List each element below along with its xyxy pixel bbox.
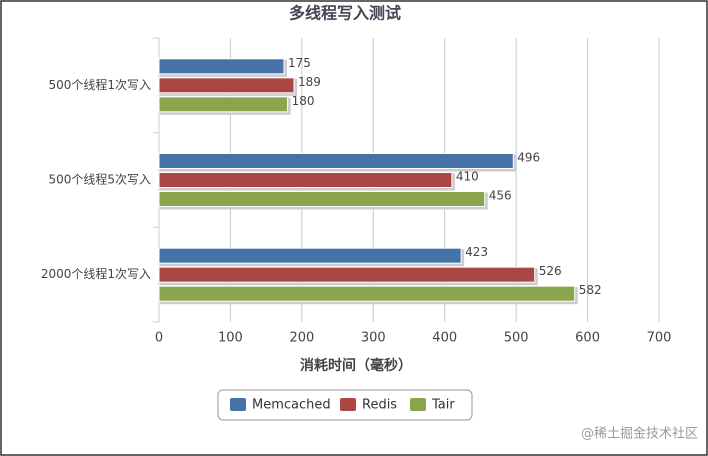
x-tick-label: 400 <box>432 331 457 346</box>
value-label: 423 <box>465 245 488 259</box>
x-tick-label: 700 <box>647 331 672 346</box>
watermark: @稀土掘金技术社区 <box>581 426 698 442</box>
y-tick-label: 2000个线程1次写入 <box>41 266 151 281</box>
value-label: 189 <box>298 75 321 89</box>
legend-label: Tair <box>431 398 455 413</box>
legend-swatch <box>410 398 426 411</box>
x-tick-label: 300 <box>361 331 386 346</box>
chart-title: 多线程写入测试 <box>289 4 401 23</box>
value-label: 410 <box>456 170 479 184</box>
value-label: 526 <box>539 264 562 278</box>
bar <box>158 191 486 207</box>
value-label: 175 <box>288 56 311 70</box>
x-tick-label: 0 <box>155 331 163 346</box>
bar <box>158 285 576 302</box>
value-label: 496 <box>517 151 540 165</box>
value-label: 456 <box>489 189 512 203</box>
legend-swatch <box>230 398 246 411</box>
x-tick-label: 600 <box>575 331 600 346</box>
bar <box>158 247 462 264</box>
legend-label: Redis <box>362 398 397 413</box>
value-label: 582 <box>579 283 602 297</box>
bar <box>158 96 289 113</box>
bar <box>158 266 536 283</box>
x-tick-label: 100 <box>218 331 243 346</box>
y-tick-label: 500个线程5次写入 <box>48 172 151 187</box>
value-label: 180 <box>292 94 315 108</box>
bar <box>158 58 285 75</box>
x-tick-label: 200 <box>289 331 314 346</box>
x-tick-label: 500 <box>504 331 529 346</box>
legend-label: Memcached <box>252 398 331 413</box>
bar <box>158 172 453 188</box>
bar <box>158 153 514 169</box>
bar <box>158 77 295 94</box>
x-axis-title: 消耗时间（毫秒） <box>300 357 412 374</box>
y-tick-label: 500个线程1次写入 <box>48 77 151 92</box>
legend-swatch <box>340 398 356 411</box>
